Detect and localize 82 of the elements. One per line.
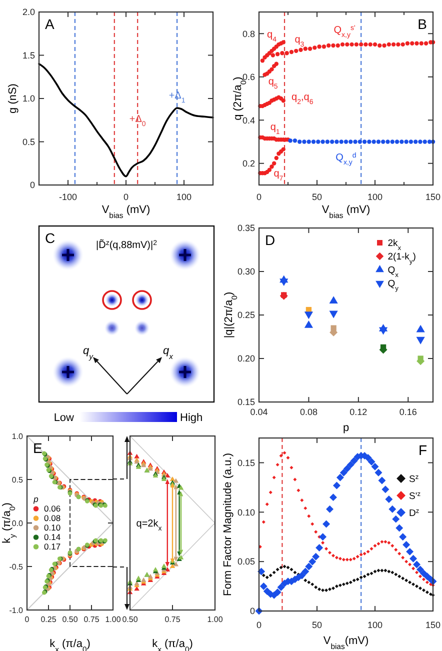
text: Low (54, 412, 74, 424)
y-tick-label: 0.4 (242, 115, 255, 126)
chart-title: B (418, 16, 427, 32)
y-tick-label: 0.05 (237, 556, 255, 567)
annotation: q$_{4}$ (267, 29, 277, 43)
chart-title: D (265, 232, 276, 248)
x-axis-title: p (342, 422, 350, 434)
y-tick-label: 1.5 (22, 50, 35, 60)
annotation: q$_{5}$ (268, 76, 278, 90)
text: q$_{y}$ (83, 344, 94, 360)
annotation: q=2k$_{x}$ (136, 518, 162, 532)
x-tick-label: 0.50 (62, 615, 78, 624)
x-tick-label: 0.25 (40, 615, 57, 624)
legend-label: S'$^{z}$ (409, 490, 421, 502)
x-tick-label: 100 (367, 620, 383, 630)
x-axis-title: V$_{bias}$ (mV) (102, 204, 150, 220)
annotation: q$_{7}$ (274, 168, 284, 182)
text: C (45, 230, 56, 246)
annotation: q$_{2}$,q$_{6}$ (292, 92, 314, 106)
y-tick-label: 0.15 (237, 458, 255, 468)
legend-label: S$^{z}$ (409, 473, 419, 485)
chart-title: A (45, 16, 55, 32)
y-tick-label: 2.0 (22, 7, 35, 18)
y-tick-label: 0.25 (237, 310, 255, 320)
legend-label: 0.17 (44, 542, 61, 552)
legend-label: 0.06 (44, 504, 61, 514)
y-tick-label: 0.5 (22, 136, 35, 147)
x-axis-title: V$_{bias}$(mV) (323, 635, 369, 650)
x-tick-label: 0 (256, 192, 262, 202)
legend-label: D$^{z}$ (409, 507, 420, 519)
x-tick-label: 0.75 (84, 615, 100, 624)
legend-label: Q$_{y}$ (388, 278, 400, 292)
x-tick-label: 0.04 (250, 407, 268, 417)
x-tick-label: 0 (256, 620, 262, 630)
y-tick-label: 0.10 (237, 507, 255, 518)
y-tick-label: 0.35 (237, 223, 255, 234)
x-tick-label: 1.00 (105, 615, 122, 624)
legend-label: 0.08 (44, 513, 61, 524)
legend-label: 0.14 (44, 532, 61, 542)
text: High (180, 412, 203, 424)
y-tick-label: -0.5 (9, 562, 24, 572)
legend-label: 2(1-k$_{y}$) (388, 252, 416, 266)
text: |D̃$^{z}$(q,88mV)|$^{2}$ (96, 238, 158, 251)
x-tick-label: 150 (425, 192, 441, 202)
y-tick-label: 0 (30, 180, 35, 190)
y-axis-title: Form Factor Magnitude (a.u.) (222, 452, 234, 596)
chart-title: E (33, 440, 42, 456)
x-tick-label: 150 (425, 620, 441, 630)
x-tick-label: 1.00 (207, 615, 224, 624)
annotation: +Δ$_{0}$ (129, 114, 146, 128)
y-tick-label: 0.20 (237, 354, 255, 364)
x-tick-label: 100 (176, 192, 192, 202)
legend-label: 0.10 (44, 522, 61, 533)
x-axis-title: V$_{bias}$ (mV) (322, 204, 370, 220)
y-tick-label: -1.0 (9, 606, 24, 615)
y-tick-label: 0 (250, 606, 255, 616)
x-tick-label: 50 (312, 620, 322, 630)
x-tick-label: 0 (123, 192, 129, 202)
text: q$_{x}$ (163, 344, 174, 360)
x-tick-label: -100 (58, 192, 78, 202)
y-axis-title: g (nS) (6, 84, 19, 114)
y-tick-label: 0.8 (242, 28, 255, 39)
legend-label: 2k$_{x}$ (388, 238, 402, 252)
x-tick-label: 0.50 (122, 615, 138, 624)
annotation: q$_{1}$ (270, 122, 280, 136)
x-tick-label: 0.75 (164, 615, 181, 624)
y-tick-label: 0.2 (242, 158, 255, 169)
annotation: q$_{3}$ (294, 34, 304, 48)
y-tick-label: 0.15 (237, 397, 255, 408)
legend-title: p (32, 494, 39, 504)
x-tick-label: 0.08 (300, 407, 318, 417)
x-tick-label: 0.12 (350, 407, 368, 417)
y-tick-label: 1.0 (22, 94, 35, 104)
chart-title: F (418, 442, 427, 458)
y-tick-label: 0.30 (237, 266, 255, 277)
y-tick-label: 0.0 (12, 518, 24, 528)
x-tick-label: 100 (367, 192, 383, 202)
y-tick-label: 0.5 (12, 475, 24, 484)
x-tick-label: 50 (312, 192, 322, 202)
legend-label: Q$_{x}$ (388, 265, 400, 279)
y-tick-label: 1.0 (12, 432, 24, 441)
x-tick-label: 0.16 (399, 407, 417, 417)
